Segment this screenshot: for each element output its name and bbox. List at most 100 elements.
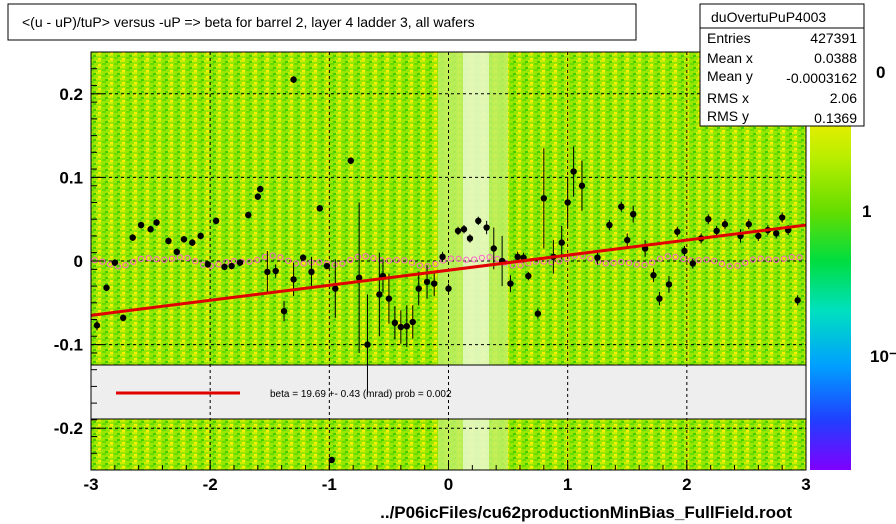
open-marker	[347, 256, 354, 264]
profile-point	[525, 272, 532, 280]
open-marker	[734, 262, 741, 269]
profile-point	[713, 227, 720, 235]
stats-value: 0.1369	[814, 110, 857, 126]
profile-point	[173, 248, 180, 256]
open-marker	[796, 254, 803, 261]
profile-point	[137, 221, 145, 229]
profile-point	[773, 230, 780, 237]
profile-point	[280, 307, 288, 315]
y-tick-label: 0.1	[59, 168, 83, 187]
profile-point	[721, 221, 729, 228]
chart-title: <(u - uP)/tuP> versus -uP => beta for ba…	[22, 14, 475, 30]
plot-area: beta = 19.69 +- 0.43 (mrad) prob = 0.002…	[54, 51, 811, 494]
profile-point	[445, 285, 452, 292]
open-marker	[184, 254, 191, 262]
title-box: <(u - uP)/tuP> versus -uP => beta for ba…	[7, 3, 637, 41]
profile-point	[454, 227, 462, 235]
profile-point	[355, 274, 363, 281]
x-tick-label: -3	[83, 475, 98, 494]
profile-point	[189, 239, 196, 246]
profile-point	[254, 193, 262, 200]
profile-point	[364, 341, 371, 348]
open-marker	[757, 255, 764, 262]
axes: -3 -2 -1 0 1 2 3 -0.2 -0.1 0 0.1 0.2	[54, 51, 811, 494]
stats-label: RMS x	[707, 90, 749, 106]
open-marker	[254, 256, 261, 264]
open-marker	[378, 257, 385, 264]
open-marker	[370, 255, 377, 262]
profile-point	[745, 221, 752, 228]
profile-point	[385, 295, 393, 302]
open-marker	[393, 256, 400, 264]
open-marker	[277, 254, 284, 261]
stats-value: 427391	[810, 30, 857, 46]
fit-line	[90, 223, 807, 317]
open-marker	[742, 259, 749, 266]
open-marker	[625, 259, 633, 266]
colorbar-label-1: 1	[862, 202, 871, 221]
profile-point	[299, 254, 307, 261]
open-marker	[362, 253, 369, 260]
open-marker	[409, 259, 416, 266]
profile-point	[656, 295, 663, 302]
open-marker	[331, 261, 338, 268]
profile-point	[119, 314, 127, 322]
profile-point	[212, 217, 220, 225]
profile-point	[630, 210, 637, 218]
profile-point	[272, 267, 279, 275]
stats-value: 2.06	[830, 90, 857, 106]
profile-point	[705, 216, 712, 223]
open-marker	[718, 260, 726, 267]
profile-point	[564, 199, 571, 206]
profile-point	[466, 235, 474, 242]
open-marker	[680, 256, 687, 263]
x-tick-label: 0	[444, 475, 453, 494]
open-marker	[672, 253, 679, 261]
profile-point	[578, 182, 586, 189]
open-marker	[765, 256, 772, 263]
open-marker	[130, 258, 137, 265]
profile-point	[129, 234, 136, 241]
profile-point	[558, 239, 565, 246]
open-marker	[385, 257, 393, 264]
profile-point	[650, 272, 657, 279]
profile-point	[439, 253, 446, 261]
stats-value: -0.0003162	[786, 70, 857, 86]
profile-point	[147, 226, 154, 233]
profile-point	[264, 268, 271, 276]
y-tick-label: 0.2	[59, 85, 83, 104]
open-marker	[168, 255, 176, 262]
profile-point	[570, 168, 577, 175]
grid-lines	[91, 52, 806, 470]
open-marker	[618, 258, 625, 266]
profile-point	[103, 284, 110, 291]
profile-point	[347, 157, 354, 164]
profile-point	[376, 291, 383, 298]
open-marker	[633, 261, 640, 268]
profile-point	[490, 245, 497, 252]
profile-point	[290, 76, 297, 83]
open-marker	[215, 261, 222, 268]
profile-point	[228, 262, 235, 270]
profile-point	[674, 228, 681, 235]
open-marker	[556, 258, 563, 265]
profile-point	[397, 323, 405, 331]
profile-point	[681, 247, 688, 255]
profile-point	[794, 297, 801, 304]
profile-point	[618, 203, 625, 210]
open-marker	[401, 257, 408, 264]
open-marker	[447, 255, 454, 262]
profile-point	[475, 217, 482, 225]
open-marker	[424, 263, 431, 270]
x-tick-label: -2	[203, 475, 218, 494]
open-marker	[610, 259, 617, 266]
open-marker	[486, 254, 493, 261]
stats-box: duOvertuPuP4003 Entries 427391 Mean x 0.…	[699, 3, 865, 127]
colorbar-label-0p1: 10⁻¹	[870, 347, 896, 366]
profile-point	[606, 221, 613, 229]
open-marker	[161, 256, 168, 263]
open-marker	[773, 256, 780, 264]
open-marker	[726, 263, 733, 270]
open-marker	[749, 256, 757, 263]
